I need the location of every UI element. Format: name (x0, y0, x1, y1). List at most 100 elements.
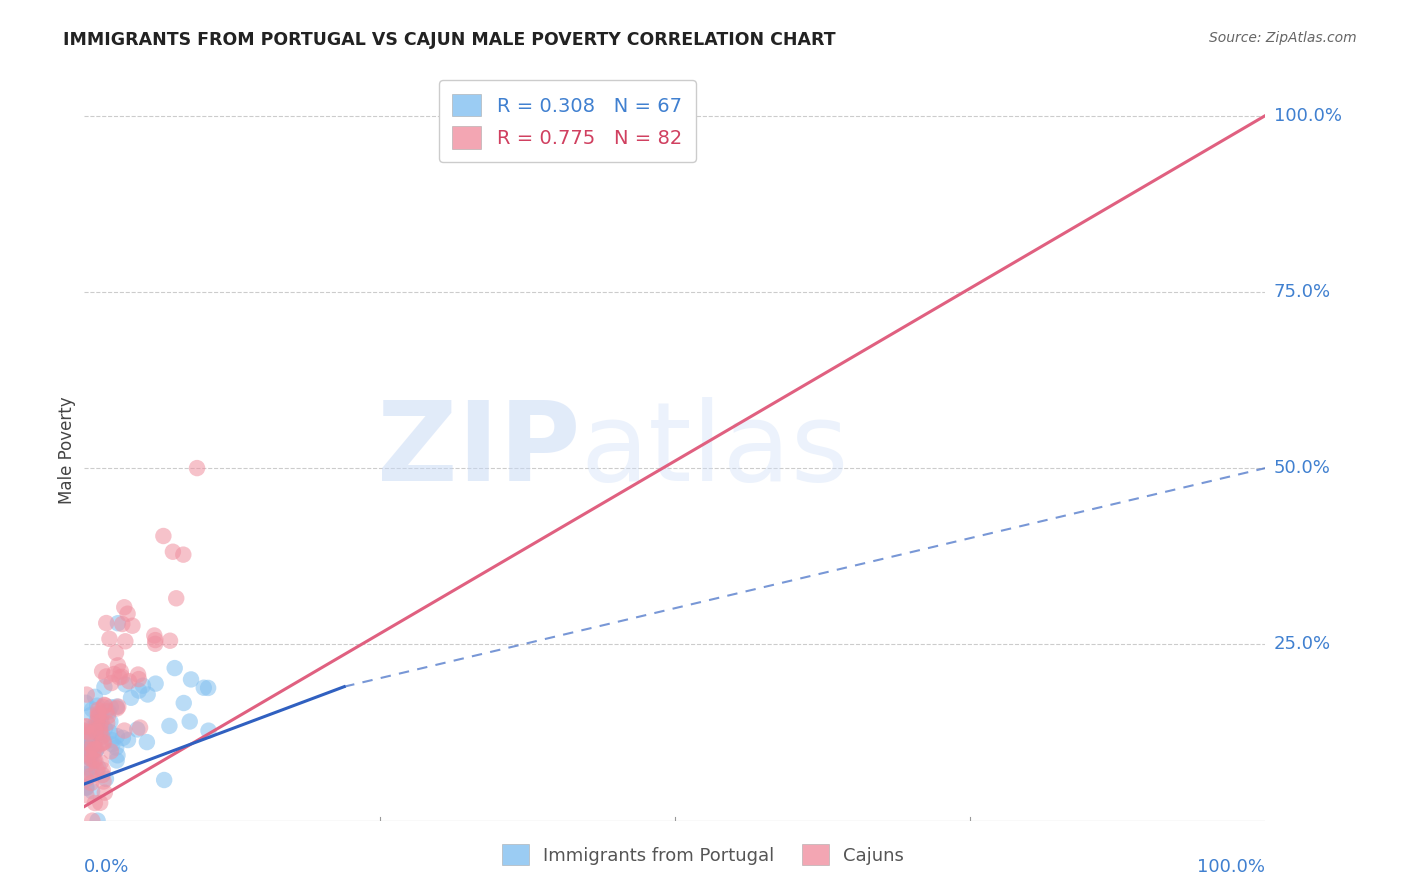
Point (79, 750, 101, 764)
Point (76, 739, 98, 754)
Point (100, 676, 122, 690)
Point (79, 751, 101, 765)
Point (180, 673, 202, 687)
Point (86, 719, 108, 733)
Point (75, 772, 97, 787)
Text: 100.0%: 100.0% (1274, 106, 1341, 125)
Point (101, 733, 124, 747)
Point (93, 698, 115, 712)
Point (89, 796, 111, 810)
Point (90, 737, 112, 751)
Text: 50.0%: 50.0% (1274, 459, 1330, 477)
Point (105, 729, 128, 743)
Point (108, 670, 131, 684)
Point (105, 699, 128, 714)
Point (84, 725, 107, 739)
Point (129, 721, 152, 735)
Point (90, 710, 112, 724)
Point (76, 719, 98, 733)
Point (143, 637, 166, 651)
Text: 25.0%: 25.0% (1274, 635, 1331, 653)
Point (87, 710, 110, 724)
Y-axis label: Male Poverty: Male Poverty (58, 397, 76, 504)
Point (105, 754, 128, 768)
Point (93, 680, 115, 694)
Point (75, 696, 97, 710)
Point (75, 788, 97, 802)
Point (157, 719, 180, 733)
Point (77, 747, 100, 762)
Point (112, 723, 135, 738)
Point (91, 735, 114, 749)
Point (90, 714, 112, 729)
Point (152, 529, 174, 543)
Point (90, 725, 112, 739)
Point (87, 706, 110, 721)
Point (173, 696, 195, 710)
Point (97, 705, 120, 719)
Point (90, 756, 112, 770)
Point (93, 774, 115, 789)
Point (79, 761, 101, 775)
Point (110, 665, 132, 679)
Point (145, 676, 167, 690)
Point (98, 725, 121, 739)
Point (107, 616, 129, 631)
Point (80, 784, 103, 798)
Point (114, 634, 136, 648)
Point (91, 763, 114, 777)
Point (86, 742, 108, 756)
Legend: Immigrants from Portugal, Cajuns: Immigrants from Portugal, Cajuns (494, 835, 912, 874)
Point (76, 780, 98, 795)
Point (94, 786, 117, 800)
Text: Source: ZipAtlas.com: Source: ZipAtlas.com (1209, 31, 1357, 45)
Point (107, 658, 129, 673)
Point (80, 764, 103, 779)
Point (96, 716, 118, 731)
Point (84, 754, 107, 768)
Point (79, 769, 101, 783)
Point (84, 744, 107, 758)
Point (93, 735, 115, 749)
Point (117, 733, 139, 747)
Point (107, 699, 129, 714)
Point (193, 681, 215, 695)
Point (197, 723, 219, 738)
Point (136, 688, 159, 702)
Point (82, 702, 104, 716)
Point (94, 698, 117, 713)
Point (163, 661, 186, 675)
Point (80, 752, 103, 766)
Point (76, 688, 98, 702)
Point (83, 741, 105, 756)
Point (80, 740, 103, 755)
Point (91, 768, 114, 782)
Point (75, 741, 97, 756)
Point (82, 814, 104, 828)
Point (89, 725, 111, 739)
Point (127, 723, 149, 737)
Point (94, 772, 117, 786)
Point (120, 690, 142, 705)
Point (89, 721, 111, 735)
Point (186, 461, 208, 475)
Point (107, 748, 129, 763)
Text: 100.0%: 100.0% (1198, 858, 1265, 876)
Legend: R = 0.308   N = 67, R = 0.775   N = 82: R = 0.308 N = 67, R = 0.775 N = 82 (439, 80, 696, 162)
Point (117, 607, 139, 621)
Point (77, 725, 100, 739)
Point (84, 714, 107, 729)
Point (159, 633, 181, 648)
Point (84, 690, 107, 704)
Point (86, 698, 108, 713)
Point (86, 814, 108, 828)
Point (89, 729, 111, 743)
Point (84, 742, 107, 756)
Point (75, 720, 97, 734)
Point (100, 700, 122, 714)
Point (97, 709, 120, 723)
Point (76, 733, 98, 747)
Point (80, 776, 103, 790)
Point (143, 628, 166, 642)
Text: 0.0%: 0.0% (84, 858, 129, 876)
